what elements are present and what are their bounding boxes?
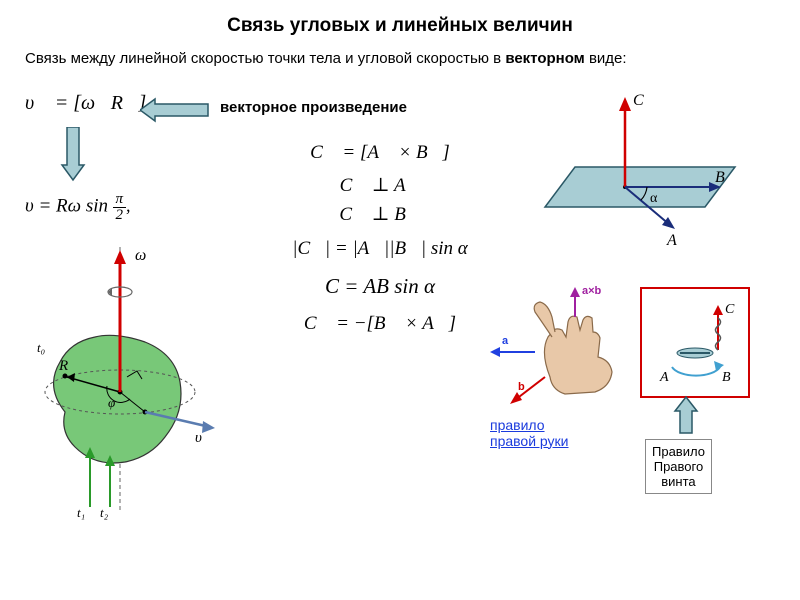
svg-text:C⃗: C⃗ bbox=[633, 92, 656, 109]
formula-c-mag: |C⃗| = |A⃗||B⃗| sin α bbox=[280, 238, 480, 260]
svg-text:α: α bbox=[650, 191, 658, 206]
svg-text:ω⃗: ω⃗ bbox=[135, 247, 159, 264]
rotation-diagram: ω⃗ R⃗ φ υ⃗ t₀ t₁ t₂ bbox=[15, 242, 225, 522]
screw-diagram: C⃗ A⃗ B⃗ bbox=[650, 295, 740, 385]
svg-text:B⃗: B⃗ bbox=[715, 169, 737, 186]
formula-v-cross: υ⃗ = [ω⃗R⃗]. bbox=[25, 92, 151, 115]
screw-rule-box: C⃗ A⃗ B⃗ bbox=[640, 287, 750, 398]
svg-text:b: b bbox=[518, 381, 525, 393]
formula-c-perp-a: C⃗ ⊥ A⃗ bbox=[280, 174, 480, 197]
svg-text:R⃗: R⃗ bbox=[58, 358, 80, 374]
svg-text:t₂: t₂ bbox=[100, 505, 109, 520]
intro-bold: векторном bbox=[505, 50, 584, 67]
svg-text:t₀: t₀ bbox=[37, 340, 45, 355]
plane-diagram: C⃗ B⃗ A⃗ α bbox=[515, 87, 745, 267]
screw-label-3: винта bbox=[652, 474, 705, 489]
screw-label-2: Правого bbox=[652, 459, 705, 474]
formula-c-scalar: C = AB sin α bbox=[280, 274, 480, 299]
svg-text:A⃗: A⃗ bbox=[659, 370, 679, 385]
formula-stack: C⃗ = [A⃗ × B⃗] C⃗ ⊥ A⃗ C⃗ ⊥ B⃗ |C⃗| = |A… bbox=[280, 142, 480, 335]
vector-product-label: векторное произведение bbox=[220, 99, 407, 116]
formula-c-neg: C⃗ = −[B⃗ × A⃗] bbox=[280, 313, 480, 335]
svg-text:φ: φ bbox=[108, 395, 115, 410]
hand-diagram: a b a×b bbox=[480, 282, 630, 412]
formula-c-def: C⃗ = [A⃗ × B⃗] bbox=[280, 142, 480, 164]
page-title: Связь угловых и линейных величин bbox=[25, 15, 775, 37]
svg-text:a×b: a×b bbox=[582, 285, 602, 297]
intro-prefix: Связь между линейной скоростью точки тел… bbox=[25, 50, 505, 67]
block-arrow-up-icon bbox=[673, 395, 699, 435]
formula-v-sin: υ = Rω sin π 2 , bbox=[25, 192, 131, 223]
right-screw-label-box: Правило Правого винта bbox=[645, 439, 712, 494]
right-hand-rule-link[interactable]: правило правой руки bbox=[490, 417, 569, 449]
block-arrow-left-icon bbox=[140, 97, 210, 123]
svg-text:A⃗: A⃗ bbox=[666, 232, 689, 249]
link-line1[interactable]: правило bbox=[490, 417, 569, 433]
link-line2[interactable]: правой руки bbox=[490, 433, 569, 449]
intro-text: Связь между линейной скоростью точки тел… bbox=[25, 49, 775, 69]
svg-text:B⃗: B⃗ bbox=[722, 370, 740, 385]
svg-text:C⃗: C⃗ bbox=[725, 302, 740, 317]
svg-text:a: a bbox=[502, 335, 509, 347]
svg-text:υ⃗: υ⃗ bbox=[195, 430, 214, 446]
intro-suffix: виде: bbox=[585, 50, 627, 67]
formula-c-perp-b: C⃗ ⊥ B⃗ bbox=[280, 203, 480, 226]
block-arrow-down-icon bbox=[60, 127, 86, 182]
svg-text:t₁: t₁ bbox=[77, 505, 85, 520]
main-content: υ⃗ = [ω⃗R⃗]. векторное произведение υ = … bbox=[25, 87, 775, 537]
screw-label-1: Правило bbox=[652, 444, 705, 459]
